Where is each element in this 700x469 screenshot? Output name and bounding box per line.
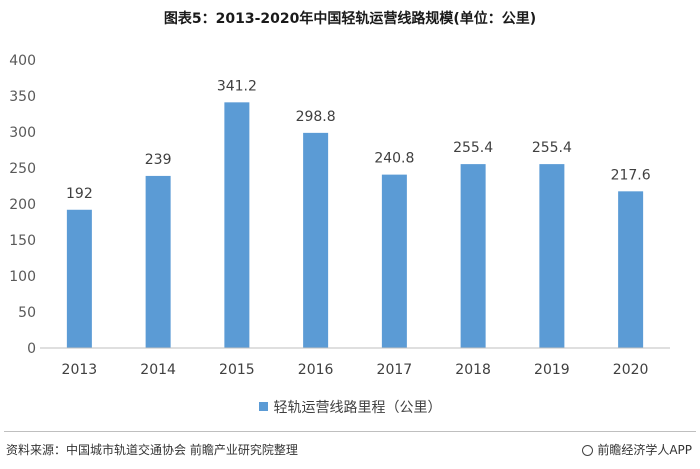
bar-2014 [145,175,171,348]
source-note: 资料来源：中国城市轨道交通协会 前瞻产业研究院整理 [6,443,298,457]
x-axis-ticks: 2013 2014 2015 2016 2017 2018 2019 2020 [62,362,649,378]
y-tick-label-300: 300 [9,125,36,141]
x-tick-label-2016: 2016 [298,362,334,378]
bar-2020 [618,191,644,348]
chart-title: 图表5：2013-2020年中国轻轨运营线路规模(单位：公里) [163,11,537,27]
bars [66,102,644,348]
data-label-2015: 341.2 [217,78,257,94]
legend: 轻轨运营线路里程（公里） [0,397,700,417]
brand-name: 前瞻经济学人APP [597,443,692,457]
x-tick-label-2017: 2017 [377,362,413,378]
legend-swatch [258,402,268,411]
data-label-2019: 255.4 [532,140,572,156]
y-tick-label-0: 0 [27,341,36,357]
y-tick-label-100: 100 [9,269,36,285]
data-label-2018: 255.4 [453,140,493,156]
bar-2013 [66,209,92,348]
x-tick-label-2013: 2013 [62,362,98,378]
x-tick-label-2014: 2014 [140,362,176,378]
data-label-2013: 192 [66,186,93,202]
x-tick-label-2020: 2020 [613,362,649,378]
x-tick-label-2018: 2018 [455,362,491,378]
brand-credit: 前瞻经济学人APP [582,441,692,458]
y-tick-label-150: 150 [9,233,36,249]
footer-divider [4,431,696,432]
bar-data-labels: 192 239 341.2 298.8 240.8 255.4 255.4 217.6 [66,78,651,201]
brand-logo-icon [582,445,594,456]
y-tick-label-50: 50 [18,305,36,321]
bar-2016 [303,132,329,348]
legend-label: 轻轨运营线路里程（公里） [273,400,442,416]
bar-2017 [381,174,407,348]
bar-2015 [224,102,250,348]
y-tick-label-350: 350 [9,89,36,105]
y-axis-ticks: 0 50 100 150 200 250 300 350 400 [9,53,36,357]
y-tick-label-250: 250 [9,161,36,177]
bar-2019 [539,164,565,348]
bar-2018 [460,164,486,348]
bar-chart: 0 50 100 150 200 250 300 350 400 192 239 341.2 298.… [9,53,670,378]
data-label-2017: 240.8 [374,151,414,167]
data-label-2016: 298.8 [296,109,336,125]
y-tick-label-200: 200 [9,197,36,213]
y-tick-label-400: 400 [9,53,36,69]
x-tick-label-2015: 2015 [219,362,255,378]
data-label-2020: 217.6 [611,167,651,183]
data-label-2014: 239 [145,152,172,168]
x-tick-label-2019: 2019 [534,362,570,378]
